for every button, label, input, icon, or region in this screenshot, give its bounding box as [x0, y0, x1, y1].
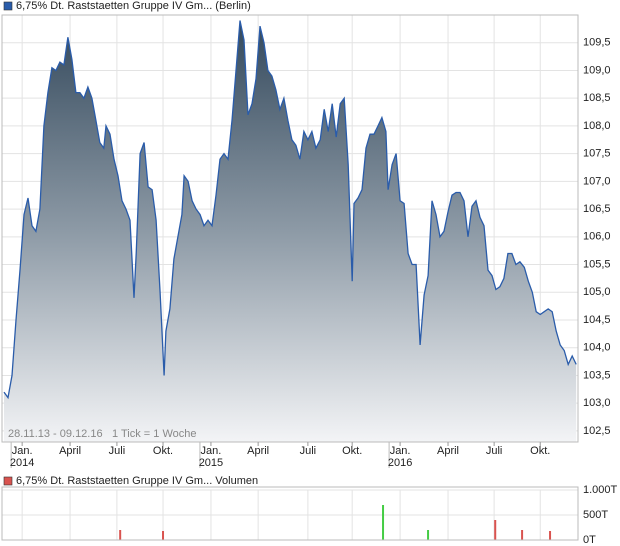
x-tick-label: Jan.	[12, 445, 33, 457]
year-label: 2016	[388, 457, 412, 469]
plot-frame	[1, 486, 579, 541]
legend-label: 6,75% Dt. Raststaetten Gruppe IV Gm... V…	[16, 475, 258, 487]
x-tick-label: April	[437, 445, 459, 457]
y-tick-label: 105,0	[583, 286, 611, 298]
volume-bar	[427, 530, 430, 540]
price-line	[3, 20, 577, 400]
volume-bar	[549, 531, 552, 540]
volume-bar	[119, 530, 122, 540]
y-tick-label: 107,5	[583, 148, 611, 160]
y-tick-label: 106,5	[583, 203, 611, 215]
legend-swatch	[3, 476, 13, 486]
volume-bar	[521, 530, 524, 540]
area-fill	[3, 20, 577, 442]
tick-note: 1 Tick = 1 Woche	[112, 428, 196, 440]
y-tick-label: 109,0	[583, 64, 611, 76]
volume-bar	[494, 520, 497, 540]
legend-label: 6,75% Dt. Raststaetten Gruppe IV Gm... (…	[16, 0, 251, 12]
x-tick-label: Juli	[300, 445, 317, 457]
y-tick-label: 103,5	[583, 369, 611, 381]
x-tick-label: Jan.	[201, 445, 222, 457]
x-tick-label: Okt.	[530, 445, 550, 457]
x-tick-label: Juli	[486, 445, 503, 457]
y-tick-label: 102,5	[583, 425, 611, 437]
y-tick-label: 103,0	[583, 397, 611, 409]
y-tick-label: 105,5	[583, 258, 611, 270]
x-tick-label: Juli	[109, 445, 126, 457]
y-tick-label: 108,5	[583, 92, 611, 104]
y-tick-label: 0T	[583, 534, 596, 546]
y-tick-label: 106,0	[583, 231, 611, 243]
x-tick-label: Okt.	[342, 445, 362, 457]
year-label: 2015	[199, 457, 223, 469]
x-tick-label: April	[59, 445, 81, 457]
y-tick-label: 1.000T	[583, 484, 618, 496]
volume-bar	[382, 505, 385, 540]
y-tick-label: 104,5	[583, 314, 611, 326]
y-tick-label: 500T	[583, 509, 608, 521]
y-tick-label: 104,0	[583, 342, 611, 354]
legend-swatch	[3, 1, 13, 11]
year-label: 2014	[10, 457, 34, 469]
y-tick-label: 109,5	[583, 37, 611, 49]
x-tick-label: April	[247, 445, 269, 457]
volume-bar	[162, 531, 165, 540]
y-tick-label: 107,0	[583, 175, 611, 187]
x-tick-label: Jan.	[390, 445, 411, 457]
plot-frame	[1, 14, 579, 443]
y-tick-label: 108,0	[583, 120, 611, 132]
range-label: 28.11.13 - 09.12.16	[8, 428, 103, 440]
x-tick-label: Okt.	[153, 445, 173, 457]
